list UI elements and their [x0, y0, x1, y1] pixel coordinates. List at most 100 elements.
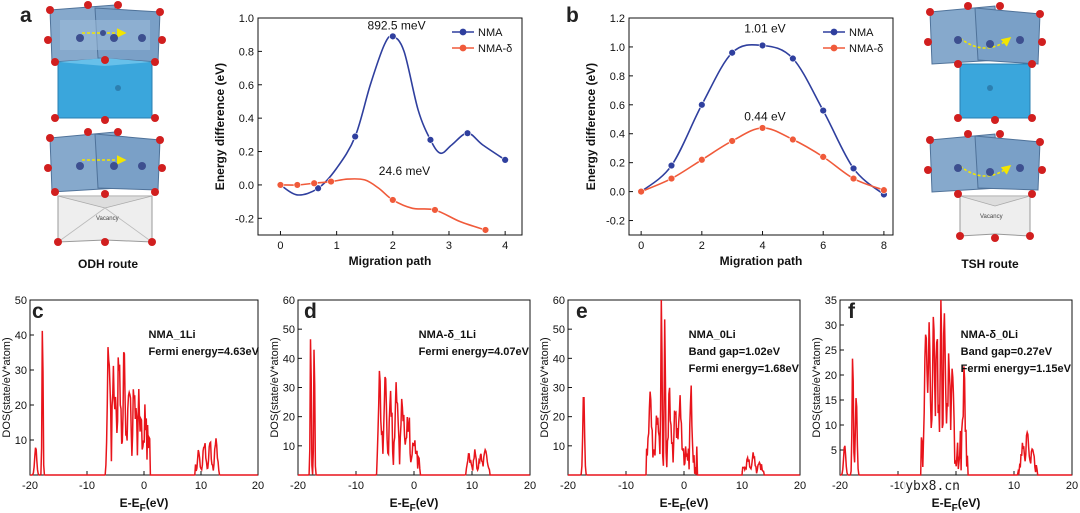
y-tick-label: 35 — [825, 295, 837, 307]
dos-property-label: Fermi energy=4.63eV — [149, 346, 260, 358]
panel-label-f: f — [848, 300, 856, 323]
x-tick-label: 4 — [502, 240, 508, 252]
x-tick-label: 20 — [252, 480, 264, 492]
legend-label: NMA — [849, 27, 874, 39]
x-tick-label: 10 — [736, 480, 748, 492]
legend-marker — [459, 44, 467, 52]
dos-system-label: NMA_1Li — [149, 329, 196, 341]
energy-barrier-label: 0.44 eV — [744, 110, 785, 124]
x-tick-label: 4 — [759, 240, 765, 252]
energy-barrier-label: 1.01 eV — [744, 21, 785, 35]
dos-curve — [30, 330, 258, 476]
y-tick-label: 0.4 — [610, 129, 625, 141]
x-tick-label: -10 — [79, 480, 95, 492]
y-axis-label: DOS(state/eV*atom) — [1, 337, 13, 437]
legend-marker — [830, 28, 838, 36]
x-tick-label: 10 — [466, 480, 478, 492]
data-point — [314, 184, 322, 192]
odh-center-octahedron — [57, 61, 153, 119]
y-tick-label: 60 — [283, 295, 295, 307]
x-tick-label: -20 — [290, 480, 306, 492]
data-point — [293, 181, 302, 189]
energy-barrier-label: 24.6 meV — [379, 164, 430, 178]
y-tick-label: 10 — [825, 420, 837, 432]
y-tick-label: 0.8 — [610, 71, 625, 83]
x-axis-label: E-EF(eV) — [390, 496, 439, 513]
data-point — [501, 156, 509, 164]
y-tick-label: 50 — [15, 295, 27, 307]
y-tick-label: 10 — [553, 441, 565, 453]
x-tick-label: 20 — [794, 480, 806, 492]
panel-label-b: b — [566, 4, 579, 27]
y-tick-label: -0.2 — [606, 216, 625, 228]
y-axis-label: DOS(state/eV*atom) — [539, 337, 551, 437]
dos-property-label: Fermi energy=1.15eV — [961, 363, 1072, 375]
y-tick-label: 40 — [553, 353, 565, 365]
odh-vacancy-octahedron: Vacancy — [57, 195, 153, 243]
y-tick-label: 20 — [283, 412, 295, 424]
dos-property-label: Fermi energy=4.07eV — [419, 346, 530, 358]
data-point — [758, 41, 767, 50]
y-tick-label: 1.0 — [610, 42, 625, 54]
dos-system-label: NMA-δ_1Li — [419, 329, 476, 341]
y-tick-label: 1.2 — [610, 13, 625, 25]
y-tick-label: 10 — [15, 435, 27, 447]
tsh-route-label: TSH route — [961, 257, 1019, 271]
y-tick-label: -0.2 — [235, 213, 254, 225]
x-axis-label: E-EF(eV) — [660, 496, 709, 513]
dos-curve — [298, 339, 530, 476]
x-axis-label: E-EF(eV) — [932, 496, 981, 513]
series-line-nma — [280, 35, 506, 196]
series-line-nma-delta — [280, 178, 486, 231]
x-tick-label: 0 — [277, 240, 283, 252]
y-tick-label: 0.8 — [239, 46, 254, 58]
x-tick-label: -20 — [832, 480, 848, 492]
plot-frame — [29, 299, 259, 476]
y-tick-label: 40 — [283, 353, 295, 365]
data-point — [667, 161, 676, 170]
data-point — [789, 54, 797, 63]
data-point — [728, 49, 736, 57]
vacancy-label-left: Vacancy — [96, 216, 119, 222]
legend-label: NMA-δ — [478, 43, 512, 55]
y-tick-label: 0.6 — [610, 100, 625, 112]
x-tick-label: 2 — [390, 240, 396, 252]
dos-system-label: NMA_0Li — [689, 329, 736, 341]
chart-b-migration-tsh: 0 2 4 6 8 -0.2 0.0 0.2 0.4 0.6 0.8 1.0 1.2 Migration … — [584, 13, 894, 268]
y-axis-label: Energy difference (eV) — [584, 63, 598, 190]
y-axis-label: DOS(state/eV*atom) — [269, 337, 281, 437]
data-point — [819, 106, 827, 115]
x-axis-label: Migration path — [720, 254, 803, 268]
data-point — [698, 101, 706, 109]
x-tick-label: 0 — [141, 480, 147, 492]
legend-marker — [459, 28, 467, 36]
chart-c-dos-nma-1li: -20 -10 0 10 20 10 20 30 40 50 E-EF(eV) DOS(state/e… — [1, 295, 264, 513]
odh-oxygen-atoms — [44, 1, 166, 246]
dos-curve — [840, 299, 1072, 476]
tsh-structure-illustration: Vacancy TSH route — [924, 2, 1046, 271]
data-point — [351, 132, 359, 141]
y-tick-label: 20 — [825, 370, 837, 382]
tsh-vacancy-octahedron: Vacancy — [959, 195, 1031, 237]
x-tick-label: 0 — [411, 480, 417, 492]
y-tick-label: 5 — [831, 445, 837, 457]
odh-top-layer — [49, 4, 161, 63]
chart-d-dos-nma-delta-1li: -20 -10 0 10 20 10 20 30 40 50 60 E-EF(eV) DOS(state… — [269, 295, 536, 513]
legend-label: NMA — [478, 27, 503, 39]
data-point — [310, 179, 318, 187]
data-point — [463, 129, 472, 137]
x-tick-label: -20 — [22, 480, 38, 492]
data-point — [728, 137, 736, 145]
y-tick-label: 0.2 — [239, 147, 254, 159]
y-axis-label: Energy difference (eV) — [213, 63, 227, 190]
y-tick-label: 60 — [553, 295, 565, 307]
x-tick-label: -10 — [348, 480, 364, 492]
odh-structure-illustration: Vacancy ODH route — [44, 1, 166, 271]
data-point — [327, 177, 335, 186]
data-point — [481, 226, 490, 234]
y-tick-label: 30 — [283, 383, 295, 395]
y-tick-label: 30 — [553, 383, 565, 395]
panel-label-c: c — [32, 300, 44, 323]
x-tick-label: 8 — [881, 240, 887, 252]
